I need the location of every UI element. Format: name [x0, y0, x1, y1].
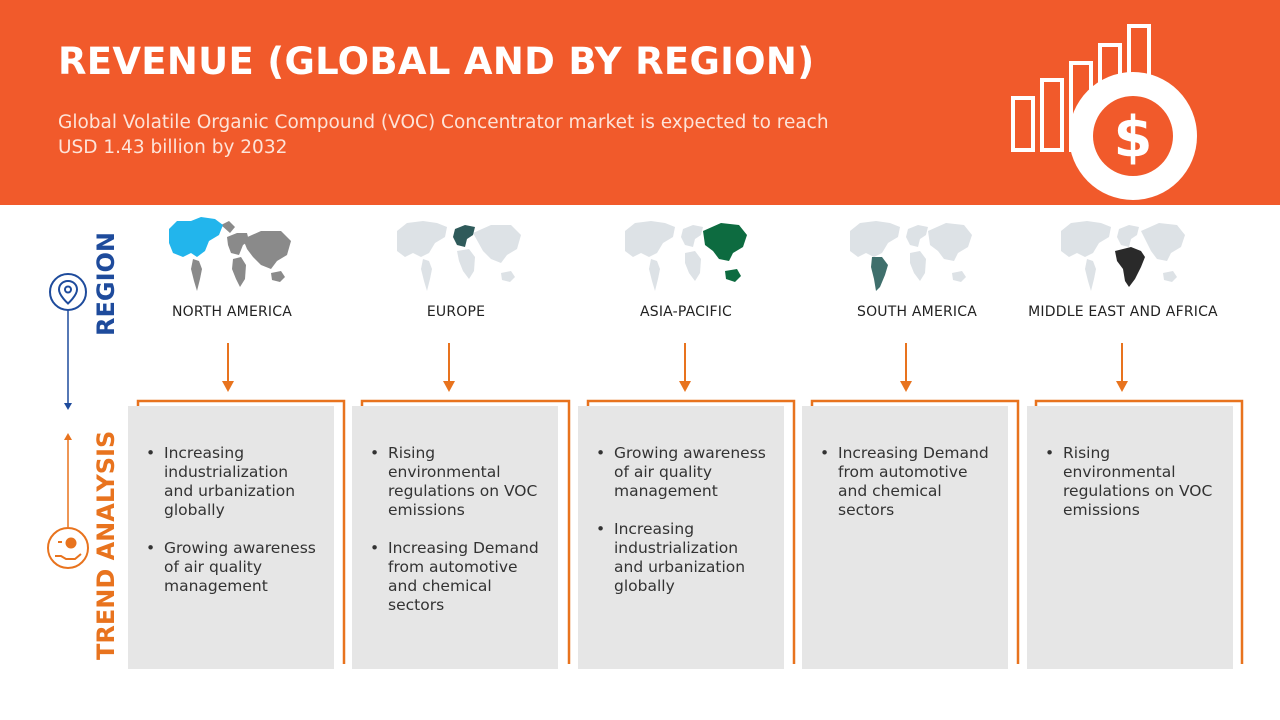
region-side-label: REGION [92, 232, 120, 336]
middle-east-africa-map-icon [1061, 221, 1185, 291]
svg-text:$: $ [1114, 105, 1153, 170]
trend-item: Increasing industrialization and urbaniz… [596, 520, 772, 596]
trend-card-north-america: Increasing industrialization and urbaniz… [128, 406, 334, 669]
revenue-growth-icon: $ [1011, 24, 1197, 200]
header-banner: REVENUE (GLOBAL AND BY REGION) Global Vo… [0, 0, 1280, 205]
trend-item: Rising environmental regulations on VOC … [1045, 444, 1221, 520]
trend-item: Rising environmental regulations on VOC … [370, 444, 546, 520]
trend-item: Increasing Demand from automotive and ch… [820, 444, 996, 520]
page-subtitle: Global Volatile Organic Compound (VOC) C… [58, 112, 829, 158]
region-name-middle-east-africa: MIDDLE EAST AND AFRICA [1028, 304, 1218, 320]
south-america-map-icon [850, 221, 972, 291]
trend-item: Growing awareness of air quality managem… [146, 539, 322, 596]
trend-card-middle-east-africa: Rising environmental regulations on VOC … [1027, 406, 1233, 669]
region-name-south-america: SOUTH AMERICA [857, 304, 977, 320]
europe-map-icon [397, 221, 521, 291]
region-name-asia-pacific: ASIA-PACIFIC [639, 304, 733, 320]
hand-money-icon [47, 527, 89, 569]
trend-item: Growing awareness of air quality managem… [596, 444, 772, 501]
region-name-europe: EUROPE [426, 304, 486, 320]
location-pin-icon [49, 273, 87, 311]
trend-item: Increasing Demand from automotive and ch… [370, 539, 546, 615]
region-name-north-america: NORTH AMERICA [171, 304, 293, 320]
page-title: REVENUE (GLOBAL AND BY REGION) [58, 40, 815, 83]
asia-pacific-map-icon [625, 221, 747, 291]
trend-analysis-side-label: TREND ANALYSIS [92, 430, 120, 660]
north-america-map-icon [169, 217, 291, 291]
trend-item: Increasing industrialization and urbaniz… [146, 444, 322, 520]
trend-card-asia-pacific: Growing awareness of air quality managem… [578, 406, 784, 669]
trend-card-europe: Rising environmental regulations on VOC … [352, 406, 558, 669]
trend-card-south-america: Increasing Demand from automotive and ch… [802, 406, 1008, 669]
